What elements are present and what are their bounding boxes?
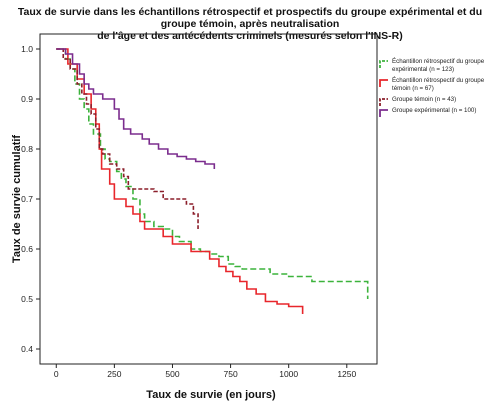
- axis-ticks: 0 250 500 750 1000 1250 0.4 0.5 0.6 0.7 0.8 0.9 1.0: [21, 44, 356, 379]
- legend-label: Groupe témoin (n = 43): [392, 96, 456, 103]
- x-axis-title: Taux de survie (en jours): [146, 389, 276, 401]
- chart-title-line-1: Taux de survie dans les échantillons rét…: [17, 6, 483, 30]
- chart-title: Taux de survie dans les échantillons rét…: [0, 6, 500, 42]
- y-tick-label: 0.6: [21, 244, 33, 254]
- y-tick-label: 1.0: [21, 44, 33, 54]
- y-tick-label: 0.8: [21, 144, 33, 154]
- series-layer: [56, 48, 369, 314]
- series-line-1: [56, 48, 369, 299]
- y-tick-label: 0.5: [21, 294, 33, 304]
- legend-swatch-1: [379, 60, 388, 68]
- plot-frame: [39, 33, 378, 365]
- series-line-2: [56, 48, 304, 314]
- x-tick-label: 750: [223, 369, 237, 379]
- y-tick-label: 0.7: [21, 194, 33, 204]
- legend-swatch-2: [379, 79, 388, 87]
- x-tick-label: 0: [54, 369, 59, 379]
- series-line-3: [56, 48, 199, 229]
- legend-label: Échantillon rétrospectif du groupe: [392, 58, 485, 65]
- legend-swatch-3: [379, 98, 388, 106]
- y-axis-title: Taux de survie cumulatif: [11, 135, 23, 264]
- legend-label: témoin (n = 67): [392, 85, 434, 92]
- chart-title-line-2: de l'âge et des antécédents criminels (m…: [97, 30, 403, 42]
- legend: Échantillon rétrospectif du groupeexpéri…: [379, 58, 485, 117]
- x-tick-label: 1000: [279, 369, 298, 379]
- legend-label: Échantillon rétrospectif du groupe: [392, 77, 485, 84]
- x-tick-label: 1250: [337, 369, 356, 379]
- x-tick-label: 500: [165, 369, 179, 379]
- y-tick-label: 0.9: [21, 94, 33, 104]
- legend-label: Groupe expérimental (n = 100): [392, 107, 476, 114]
- legend-label: expérimental (n = 123): [392, 66, 454, 73]
- series-line-4: [56, 48, 216, 169]
- legend-swatch-4: [379, 109, 388, 117]
- x-tick-label: 250: [107, 369, 121, 379]
- y-tick-label: 0.4: [21, 344, 33, 354]
